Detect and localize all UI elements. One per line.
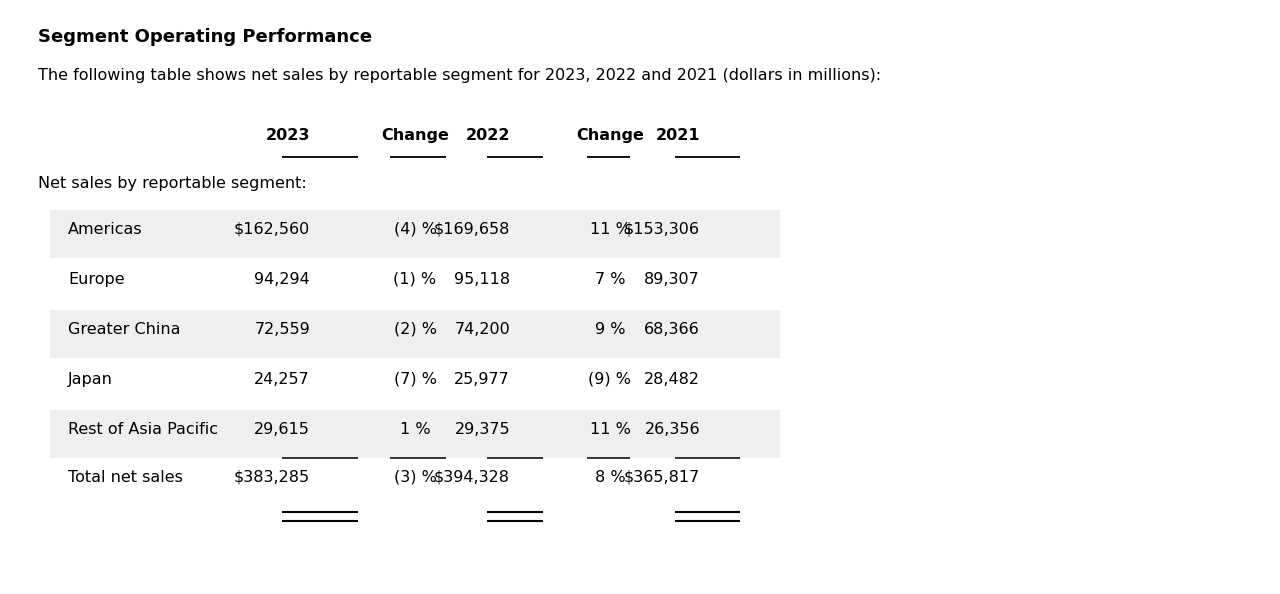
Text: 74,200: 74,200: [454, 322, 509, 337]
Text: (7) %: (7) %: [393, 372, 436, 387]
Text: Japan: Japan: [68, 372, 113, 387]
Text: 11 %: 11 %: [590, 422, 631, 437]
Text: (9) %: (9) %: [589, 372, 631, 387]
Text: Europe: Europe: [68, 272, 124, 287]
Text: 28,482: 28,482: [644, 372, 700, 387]
Text: 95,118: 95,118: [454, 272, 509, 287]
Text: 29,615: 29,615: [255, 422, 310, 437]
Text: $162,560: $162,560: [234, 222, 310, 237]
Text: The following table shows net sales by reportable segment for 2023, 2022 and 202: The following table shows net sales by r…: [38, 68, 881, 83]
Text: Total net sales: Total net sales: [68, 470, 183, 485]
FancyBboxPatch shape: [50, 410, 780, 458]
Text: (1) %: (1) %: [393, 272, 436, 287]
Text: (2) %: (2) %: [393, 322, 436, 337]
Text: $169,658: $169,658: [434, 222, 509, 237]
Text: Rest of Asia Pacific: Rest of Asia Pacific: [68, 422, 218, 437]
Text: Change: Change: [576, 128, 644, 143]
Text: $383,285: $383,285: [234, 470, 310, 485]
Text: (4) %: (4) %: [393, 222, 436, 237]
Text: 25,977: 25,977: [454, 372, 509, 387]
Text: Greater China: Greater China: [68, 322, 180, 337]
Text: 26,356: 26,356: [644, 422, 700, 437]
Text: (3) %: (3) %: [393, 470, 436, 485]
Text: 2023: 2023: [265, 128, 310, 143]
Text: 29,375: 29,375: [454, 422, 509, 437]
Text: 94,294: 94,294: [255, 272, 310, 287]
Text: 2021: 2021: [655, 128, 700, 143]
Text: 2022: 2022: [466, 128, 509, 143]
Text: 72,559: 72,559: [255, 322, 310, 337]
FancyBboxPatch shape: [50, 310, 780, 358]
Text: Net sales by reportable segment:: Net sales by reportable segment:: [38, 176, 307, 191]
Text: 24,257: 24,257: [255, 372, 310, 387]
Text: 68,366: 68,366: [644, 322, 700, 337]
Text: $394,328: $394,328: [434, 470, 509, 485]
Text: 11 %: 11 %: [590, 222, 631, 237]
FancyBboxPatch shape: [50, 210, 780, 258]
Text: Americas: Americas: [68, 222, 142, 237]
Text: $365,817: $365,817: [623, 470, 700, 485]
Text: 9 %: 9 %: [595, 322, 625, 337]
Text: Segment Operating Performance: Segment Operating Performance: [38, 28, 372, 46]
Text: 1 %: 1 %: [399, 422, 430, 437]
Text: 8 %: 8 %: [595, 470, 626, 485]
Text: 7 %: 7 %: [595, 272, 625, 287]
Text: $153,306: $153,306: [625, 222, 700, 237]
Text: 89,307: 89,307: [644, 272, 700, 287]
Text: Change: Change: [381, 128, 449, 143]
